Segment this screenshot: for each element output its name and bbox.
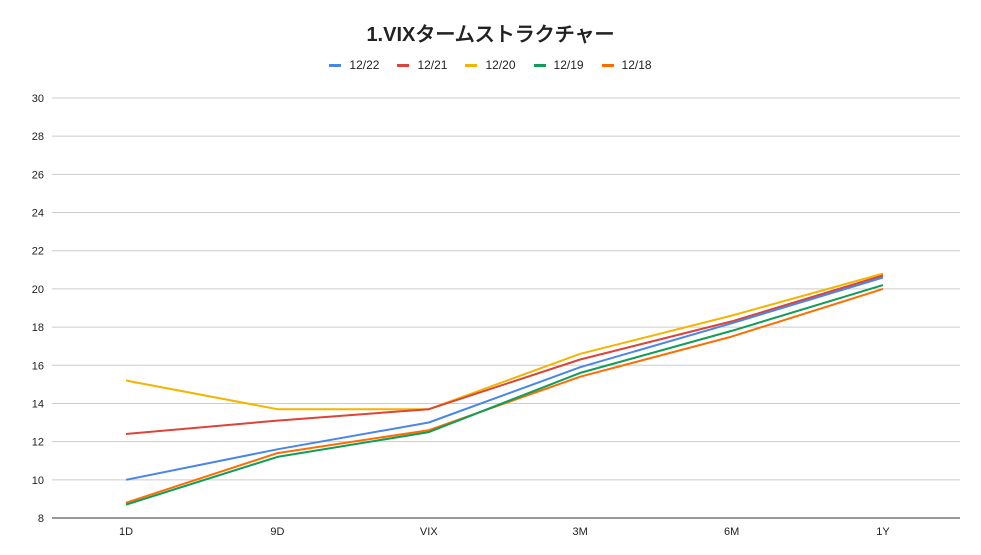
y-tick-label: 22: [32, 246, 44, 258]
legend-item[interactable]: 12/19: [533, 58, 584, 72]
y-tick-label: 12: [32, 437, 44, 449]
legend-swatch: [329, 63, 342, 67]
legend-item[interactable]: 12/18: [601, 58, 652, 72]
series-line-12-21[interactable]: [125, 274, 884, 435]
y-tick-label: 20: [32, 284, 44, 296]
legend-swatch: [465, 63, 478, 67]
legend-swatch: [533, 63, 546, 67]
x-tick-label: VIX: [420, 526, 438, 538]
y-tick-label: 8: [38, 513, 44, 525]
legend-label: 12/18: [621, 58, 652, 72]
legend-label: 12/22: [349, 58, 380, 72]
series-line-12-20[interactable]: [125, 272, 884, 411]
legend-item[interactable]: 12/20: [465, 58, 516, 72]
y-tick-label: 26: [32, 169, 44, 181]
series-line-12-19[interactable]: [125, 284, 884, 506]
x-tick-label: 1Y: [876, 526, 890, 538]
legend-swatch: [601, 63, 614, 67]
legend-item[interactable]: 12/21: [397, 58, 447, 72]
y-tick-label: 18: [32, 322, 44, 334]
x-tick-label: 6M: [724, 526, 739, 538]
chart-title: 1.VIXタームストラクチャー: [366, 24, 615, 46]
legend-swatch: [397, 63, 410, 67]
y-tick-label: 24: [32, 208, 44, 220]
x-tick-label: 1D: [119, 526, 133, 538]
y-tick-label: 16: [32, 360, 44, 372]
legend-label: 12/20: [485, 58, 516, 72]
x-tick-label: 9D: [270, 526, 284, 538]
y-tick-label: 14: [32, 398, 44, 410]
legend-item[interactable]: 12/22: [329, 58, 379, 72]
legend-label: 12/19: [553, 58, 584, 72]
y-tick-label: 30: [32, 93, 44, 105]
x-tick-label: 3M: [573, 526, 588, 538]
legend: 12/22 12/21 12/20 12/19 12/18: [0, 58, 981, 72]
series-line-12-22[interactable]: [125, 276, 884, 481]
y-tick-label: 28: [32, 131, 44, 143]
legend-label: 12/21: [417, 58, 448, 72]
y-tick-label: 10: [32, 475, 44, 487]
